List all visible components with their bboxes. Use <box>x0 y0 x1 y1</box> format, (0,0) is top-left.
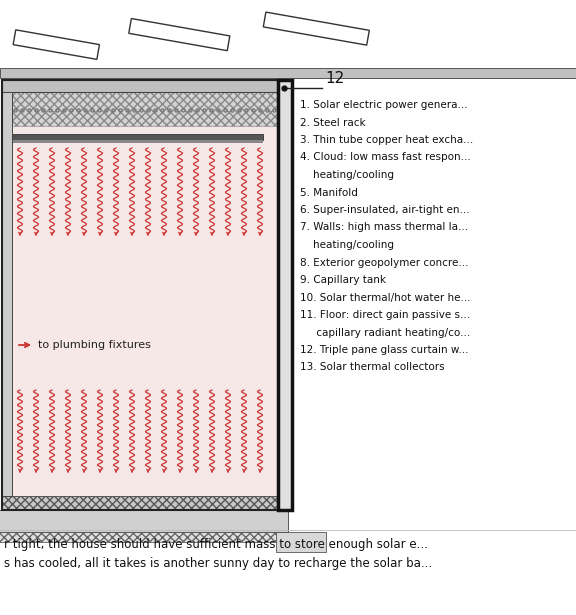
Bar <box>276 532 326 552</box>
Text: 13. Solar thermal collectors: 13. Solar thermal collectors <box>300 362 445 373</box>
Text: 12. Triple pane glass curtain w...: 12. Triple pane glass curtain w... <box>300 345 468 355</box>
Bar <box>12 140 263 143</box>
Text: 1. Solar electric power genera...: 1. Solar electric power genera... <box>300 100 468 110</box>
Bar <box>12 126 278 496</box>
Text: heating/cooling: heating/cooling <box>300 170 394 180</box>
Polygon shape <box>13 30 100 60</box>
Text: 11. Floor: direct gain passive s...: 11. Floor: direct gain passive s... <box>300 310 470 320</box>
Text: 10. Solar thermal/hot water he...: 10. Solar thermal/hot water he... <box>300 293 471 303</box>
Bar <box>2 80 288 510</box>
Bar <box>0 532 288 542</box>
Bar <box>12 134 263 140</box>
Text: 3. Thin tube copper heat excha...: 3. Thin tube copper heat excha... <box>300 135 473 145</box>
Text: 6. Super-insulated, air-tight en...: 6. Super-insulated, air-tight en... <box>300 205 469 215</box>
Text: 4. Cloud: low mass fast respon...: 4. Cloud: low mass fast respon... <box>300 153 471 162</box>
Text: 5. Manifold: 5. Manifold <box>300 188 358 197</box>
Bar <box>12 80 278 126</box>
Text: heating/cooling: heating/cooling <box>300 240 394 250</box>
Text: 8. Exterior geopolymer concre...: 8. Exterior geopolymer concre... <box>300 258 468 268</box>
Text: 7. Walls: high mass thermal la...: 7. Walls: high mass thermal la... <box>300 223 468 232</box>
Bar <box>2 496 288 510</box>
Bar <box>2 80 288 510</box>
Text: s has cooled, all it takes is another sunny day to recharge the solar ba...: s has cooled, all it takes is another su… <box>4 557 432 570</box>
Bar <box>0 510 288 532</box>
Text: capillary radiant heating/co...: capillary radiant heating/co... <box>300 328 470 338</box>
Text: 12: 12 <box>325 71 344 86</box>
Text: 9. Capillary tank: 9. Capillary tank <box>300 275 386 285</box>
Bar <box>2 80 288 92</box>
Text: 2. Steel rack: 2. Steel rack <box>300 117 366 127</box>
Bar <box>278 80 292 510</box>
Text: to plumbing fixtures: to plumbing fixtures <box>38 340 151 350</box>
Polygon shape <box>129 18 230 50</box>
Bar <box>0 68 576 78</box>
Bar <box>2 92 12 496</box>
Polygon shape <box>263 12 369 45</box>
Text: r tight, the house should have sufficient mass to store enough solar e...: r tight, the house should have sufficien… <box>4 538 428 551</box>
